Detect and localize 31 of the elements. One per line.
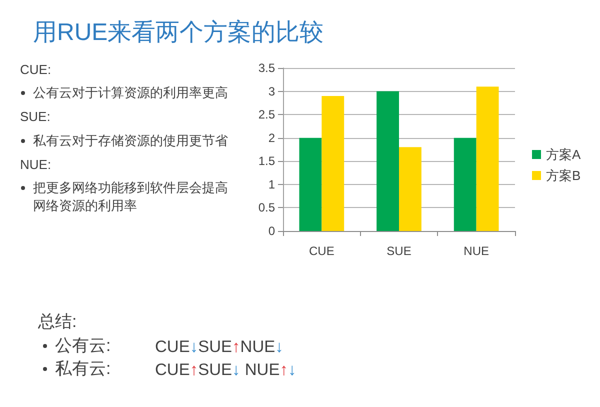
y-tick-label: 3	[268, 84, 276, 98]
x-tick-label: SUE	[386, 244, 412, 258]
text: 公有云:	[55, 335, 111, 357]
bar	[299, 138, 322, 231]
bar	[399, 147, 422, 231]
text: 总结:	[38, 311, 77, 333]
text: 私有云对于存储资源的使用更节省	[33, 132, 228, 150]
bar	[454, 138, 476, 231]
x-tick-label: CUE	[308, 244, 334, 258]
y-tick-label: 0	[268, 224, 276, 238]
text: NUE:	[20, 156, 52, 174]
y-tick-label: 2.5	[258, 108, 276, 122]
x-tick-label: NUE	[464, 244, 490, 258]
text: 私有云:	[55, 358, 111, 380]
text: CUE↓SUE↑NUE↓	[155, 337, 284, 358]
y-tick-label: 0.5	[258, 200, 276, 215]
legend-label: 方案B	[546, 168, 581, 183]
text: SUE:	[20, 108, 50, 126]
legend-label: 方案A	[546, 147, 581, 162]
chart-title: 用RUE来看两个方案的比较	[33, 19, 324, 48]
bar	[322, 96, 344, 231]
text: 公有云对于计算资源的利用率更高	[33, 84, 228, 102]
text: CUE↑SUE↓ NUE↑↓	[155, 360, 296, 381]
y-tick-label: 3.5	[258, 61, 276, 75]
y-tick-label: 1	[268, 177, 276, 192]
y-tick-label: 2	[268, 130, 276, 145]
y-tick-label: 1.5	[258, 154, 276, 168]
text: CUE:	[20, 61, 52, 79]
bar	[476, 86, 499, 231]
bar	[376, 91, 399, 231]
text: 把更多网络功能移到软件层会提高网络资源的利用率	[33, 179, 229, 214]
